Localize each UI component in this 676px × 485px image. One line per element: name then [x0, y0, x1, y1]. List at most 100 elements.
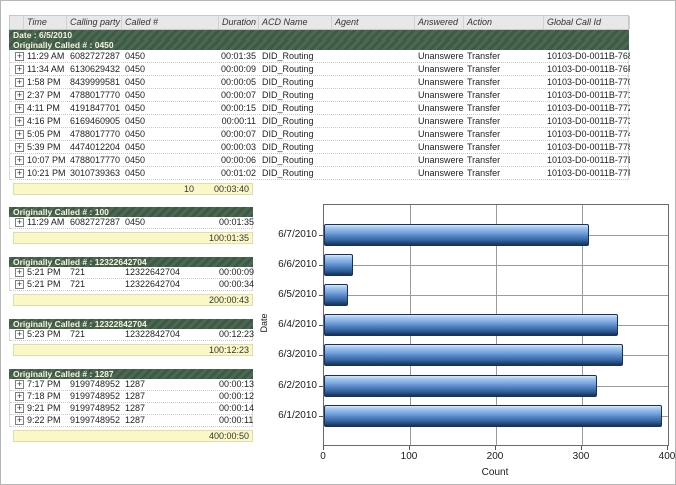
cell-duration: 00:00:05: [220, 77, 256, 87]
cell-acd: DID_Routing: [262, 129, 314, 139]
cell-agent: [332, 154, 415, 166]
col-header-calling-party: Calling party #: [67, 16, 122, 29]
cell-time: 1:58 PM: [27, 77, 61, 87]
col-header-agent: Agent: [332, 16, 415, 29]
cell-duration: 00:00:03: [220, 142, 256, 152]
x-tick-label: 0: [320, 451, 326, 462]
expand-plus-icon[interactable]: +: [15, 279, 24, 289]
cell-answered: Unanswered: [418, 103, 464, 113]
expand-plus-icon[interactable]: +: [15, 116, 24, 126]
expand-plus-icon[interactable]: +: [15, 103, 24, 113]
expand-plus-icon[interactable]: +: [15, 51, 24, 61]
cell-calling: 6082727287: [70, 217, 121, 227]
x-tick-mark: [323, 446, 324, 450]
col-header-answered: Answered: [415, 16, 464, 29]
table-row: +4:16 PM 6169460905 0450 00:00:11 DID_Routin…: [10, 115, 630, 128]
expand-plus-icon[interactable]: +: [15, 415, 24, 425]
y-category-label: 6/7/2010: [278, 229, 317, 240]
expand-plus-icon[interactable]: +: [15, 64, 24, 74]
summary-call-count: 4: [208, 431, 214, 441]
cell-acd: DID_Routing: [262, 90, 314, 100]
cell-called: 12322642704: [125, 267, 181, 277]
expand-plus-icon[interactable]: +: [15, 90, 24, 100]
expand-cell: +: [10, 141, 24, 153]
expand-plus-icon[interactable]: +: [15, 217, 24, 227]
expand-plus-icon[interactable]: +: [15, 329, 24, 339]
group-summary-row: 10 00:03:40: [13, 183, 253, 195]
cell-called: 12322842704: [125, 329, 181, 339]
summary-call-count: 1: [208, 233, 214, 243]
cell-action: Transfer: [467, 51, 501, 61]
expand-plus-icon[interactable]: +: [15, 403, 24, 413]
y-category-label: 6/6/2010: [278, 259, 317, 270]
date-axis-label: Date: [259, 313, 269, 333]
group-rows: +7:17 PM 9199748952 1287 00:00:13 +7:18 PM 91…: [9, 379, 254, 427]
y-tick-mark: [319, 295, 323, 296]
cell-gcid: 10103-D0-0011B-774: [547, 129, 630, 139]
expand-plus-icon[interactable]: +: [15, 267, 24, 277]
group-summary-row: 2 00:00:43: [13, 294, 253, 306]
expand-plus-icon[interactable]: +: [15, 379, 24, 389]
cell-called: 0450: [125, 142, 146, 152]
cell-calling: 4788017770: [70, 90, 121, 100]
cell-action: Transfer: [467, 103, 501, 113]
cell-duration: 00:00:09: [220, 64, 256, 74]
expand-cell: +: [10, 63, 24, 75]
cell-action: Transfer: [467, 142, 501, 152]
expand-plus-icon[interactable]: +: [15, 77, 24, 87]
expand-cell: +: [10, 379, 24, 390]
expand-cell: +: [10, 89, 24, 101]
group-rows: +5:23 PM 721 12322842704 00:12:23: [9, 329, 254, 341]
cell-time: 10:07 PM: [27, 155, 66, 165]
x-tick-mark: [667, 446, 668, 450]
cell-answered: Unanswered: [418, 64, 464, 74]
cell-called: 0450: [125, 64, 146, 74]
summary-call-count: 2: [208, 295, 214, 305]
cell-gcid: 10103-D0-0011B-772: [547, 103, 630, 113]
group-band: Originally Called # : 100: [9, 207, 253, 217]
table-row: +11:34 AM 6130629432 0450 00:00:09 DID_Routi…: [10, 63, 630, 76]
expand-plus-icon[interactable]: +: [15, 391, 24, 401]
cell-answered: Unanswered: [418, 129, 464, 139]
cell-gcid: 10103-D0-0011B-768: [547, 51, 630, 61]
cell-gcid: 10103-D0-0011B-770: [547, 77, 630, 87]
call-group: Originally Called # : 1287 +7:17 PM 919974…: [9, 369, 254, 442]
cell-time: 4:11 PM: [27, 103, 60, 113]
cell-calling: 9199748952: [70, 403, 121, 413]
cell-duration: 00:00:15: [220, 103, 256, 113]
cell-acd: DID_Routing: [262, 77, 314, 87]
cell-gcid: 10103-D0-0011B-77F: [547, 168, 630, 178]
table-row: +7:17 PM 9199748952 1287 00:00:13: [10, 379, 254, 391]
cell-time: 5:21 PM: [27, 267, 61, 277]
cell-answered: Unanswered: [418, 168, 464, 178]
summary-call-count: 10: [183, 184, 194, 194]
cell-calling: 9199748952: [70, 391, 121, 401]
cell-answered: Unanswered: [418, 90, 464, 100]
cell-gcid: 10103-D0-0011B-778: [547, 142, 630, 152]
table-row: +9:22 PM 9199748952 1287 00:00:11: [10, 415, 253, 427]
expand-cell: +: [10, 102, 24, 114]
expand-cell: +: [10, 115, 24, 127]
cell-agent: [332, 141, 415, 153]
table-row: +9:21 PM 9199748952 1287 00:00:14: [10, 403, 254, 415]
expand-plus-icon[interactable]: +: [15, 142, 24, 152]
y-category-label: 6/2/2010: [278, 380, 317, 391]
cell-time: 4:16 PM: [27, 116, 61, 126]
cell-agent: [332, 76, 415, 88]
cell-time: 5:23 PM: [27, 329, 61, 339]
table-header-row: Time Calling party # Called # Duration A…: [9, 15, 630, 30]
expand-cell: +: [10, 50, 24, 62]
expand-plus-icon[interactable]: +: [15, 129, 24, 139]
cell-calling: 6169460905: [70, 116, 121, 126]
expand-plus-icon[interactable]: +: [15, 155, 24, 165]
cell-duration: 00:00:09: [219, 267, 254, 277]
cell-time: 11:34 AM: [27, 64, 65, 74]
cell-calling: 721: [70, 279, 86, 289]
table-row: +5:21 PM 721 12322642704 00:00:09: [10, 267, 254, 279]
expand-plus-icon[interactable]: +: [15, 168, 24, 178]
cell-duration: 00:01:02: [220, 168, 256, 178]
group-summary-row: 4 00:00:50: [13, 430, 253, 442]
cell-answered: Unanswered: [418, 51, 464, 61]
table-row: +4:11 PM 4191847701 0450 00:00:15 DID_Routin…: [10, 102, 630, 115]
expand-cell: +: [10, 217, 24, 228]
